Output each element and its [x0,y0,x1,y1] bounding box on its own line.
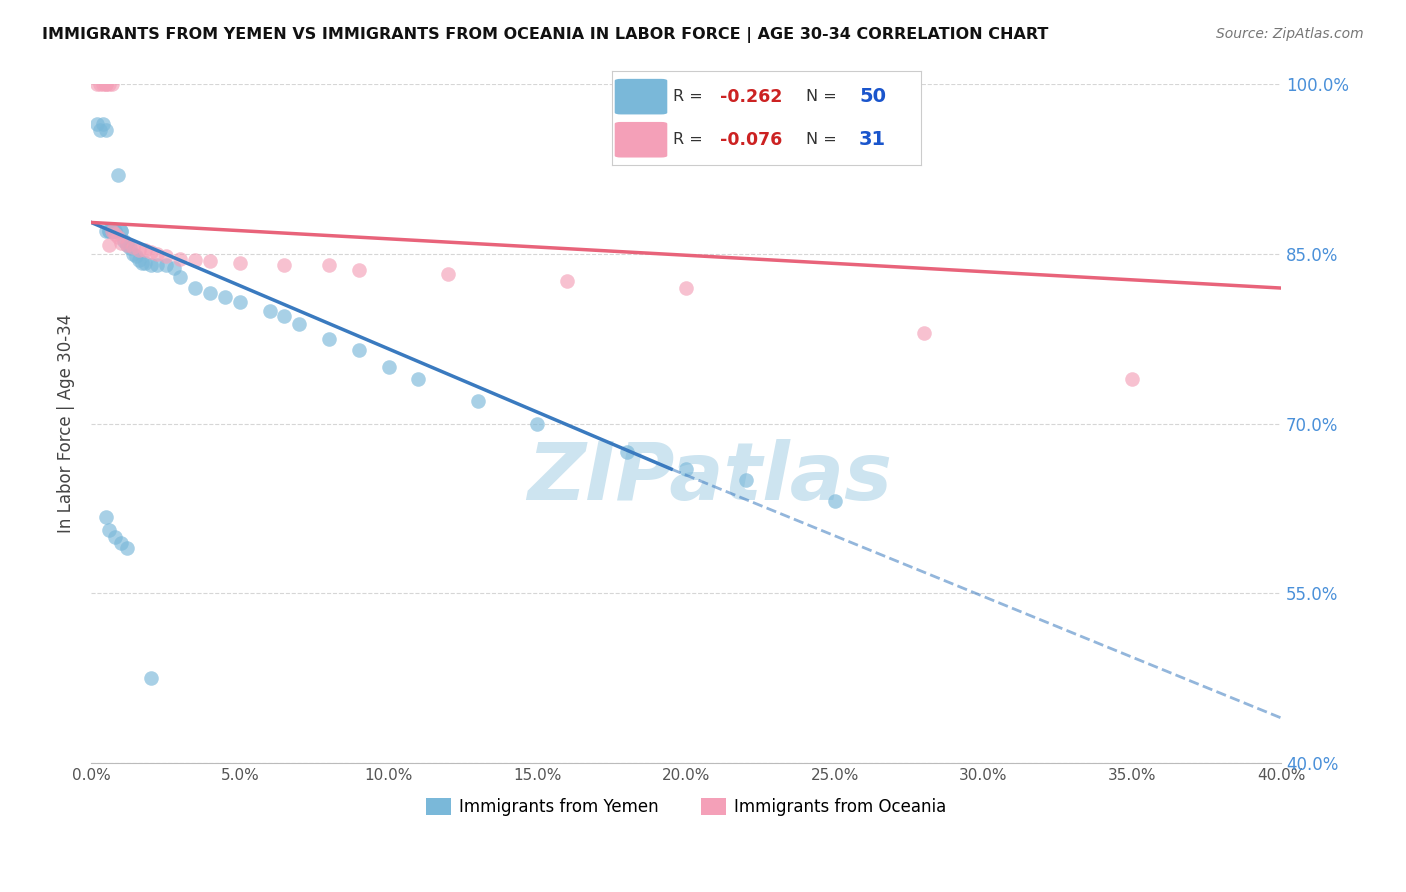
Point [101,225,124,239]
Point [229,256,252,270]
Point [101,225,124,239]
Point [437,268,460,282]
Y-axis label: In Labor Force | Age 30-34: In Labor Force | Age 30-34 [58,314,75,533]
Point [98,238,121,252]
Point [214,290,236,304]
Text: R =: R = [673,132,703,147]
Point [107,168,129,182]
Point [86,78,108,92]
FancyBboxPatch shape [614,122,668,158]
Point [94,78,117,92]
Point [121,247,143,261]
Point [155,249,177,263]
Point [94,509,117,524]
Text: IMMIGRANTS FROM YEMEN VS IMMIGRANTS FROM OCEANIA IN LABOR FORCE | AGE 30-34 CORR: IMMIGRANTS FROM YEMEN VS IMMIGRANTS FROM… [42,27,1049,43]
Point [1121,371,1143,385]
Point [110,225,132,239]
Point [115,238,138,252]
Text: 50: 50 [859,87,886,106]
Point [134,243,156,257]
Text: Source: ZipAtlas.com: Source: ZipAtlas.com [1216,27,1364,41]
Point [347,263,370,277]
Point [131,256,153,270]
Point [104,530,127,544]
Point [125,249,148,263]
Point [98,78,121,92]
Point [616,445,638,459]
Point [110,235,132,250]
Point [912,326,935,341]
Point [91,78,114,92]
Point [104,225,127,239]
Point [115,238,138,252]
Point [128,243,150,257]
Point [104,225,127,239]
Point [288,318,311,332]
Point [198,253,221,268]
Point [89,78,111,92]
Point [259,303,281,318]
Point [118,242,141,256]
Point [145,247,167,261]
Point [184,281,207,295]
Text: N =: N = [807,132,837,147]
Point [198,285,221,300]
Point [163,260,186,275]
Point [229,294,252,309]
Point [526,417,548,431]
Point [110,535,132,549]
Legend: Immigrants from Yemen, Immigrants from Oceania: Immigrants from Yemen, Immigrants from O… [419,791,953,822]
Point [273,259,295,273]
Text: -0.076: -0.076 [720,131,782,149]
Point [675,462,697,476]
Point [169,252,191,266]
Point [89,122,111,136]
Text: N =: N = [807,89,837,104]
Point [101,78,124,92]
Text: R =: R = [673,89,703,104]
Point [91,117,114,131]
Point [675,281,697,295]
Point [98,523,121,537]
Point [94,78,117,92]
Point [408,371,430,385]
Point [112,234,135,248]
Point [139,244,162,259]
Point [139,671,162,685]
Point [318,259,340,273]
Text: -0.262: -0.262 [720,87,782,105]
Point [555,274,578,288]
Point [134,256,156,270]
Point [128,252,150,267]
Point [155,259,177,273]
Point [184,252,207,267]
Point [467,394,489,409]
Point [86,117,108,131]
Point [110,225,132,239]
Point [377,360,399,375]
Point [347,343,370,358]
Point [318,332,340,346]
Point [94,122,117,136]
Point [121,240,143,254]
Point [145,259,167,273]
Point [169,269,191,284]
Point [98,225,121,239]
Point [734,474,756,488]
Text: ZIPatlas: ZIPatlas [527,439,893,517]
Point [115,541,138,556]
Point [273,310,295,324]
Point [824,493,846,508]
Point [94,225,117,239]
Point [139,259,162,273]
Text: 31: 31 [859,130,886,149]
Point [101,225,124,239]
Point [107,230,129,244]
Point [104,227,127,241]
FancyBboxPatch shape [614,78,668,114]
Point [98,225,121,239]
